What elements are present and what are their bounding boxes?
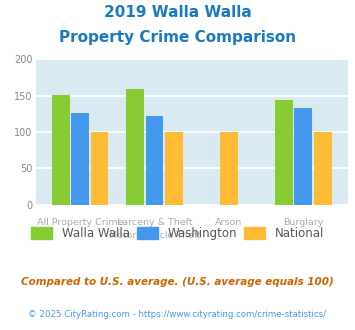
Text: Arson: Arson: [215, 218, 242, 227]
Text: Property Crime Comparison: Property Crime Comparison: [59, 30, 296, 45]
Text: © 2025 CityRating.com - https://www.cityrating.com/crime-statistics/: © 2025 CityRating.com - https://www.city…: [28, 310, 327, 319]
Text: Motor Vehicle Theft: Motor Vehicle Theft: [109, 231, 201, 240]
Bar: [71, 113, 89, 205]
Bar: [314, 132, 332, 205]
Bar: [165, 132, 183, 205]
Text: All Property Crime: All Property Crime: [37, 218, 124, 227]
Legend: Walla Walla, Washington, National: Walla Walla, Washington, National: [31, 227, 324, 240]
Bar: [220, 132, 238, 205]
Bar: [275, 100, 293, 205]
Bar: [294, 108, 312, 205]
Bar: [146, 116, 163, 205]
Text: Burglary: Burglary: [283, 218, 323, 227]
Bar: [126, 89, 144, 205]
Bar: [91, 132, 108, 205]
Text: Larceny & Theft: Larceny & Theft: [117, 218, 192, 227]
Text: Compared to U.S. average. (U.S. average equals 100): Compared to U.S. average. (U.S. average …: [21, 277, 334, 287]
Text: 2019 Walla Walla: 2019 Walla Walla: [104, 5, 251, 20]
Bar: [52, 95, 70, 205]
